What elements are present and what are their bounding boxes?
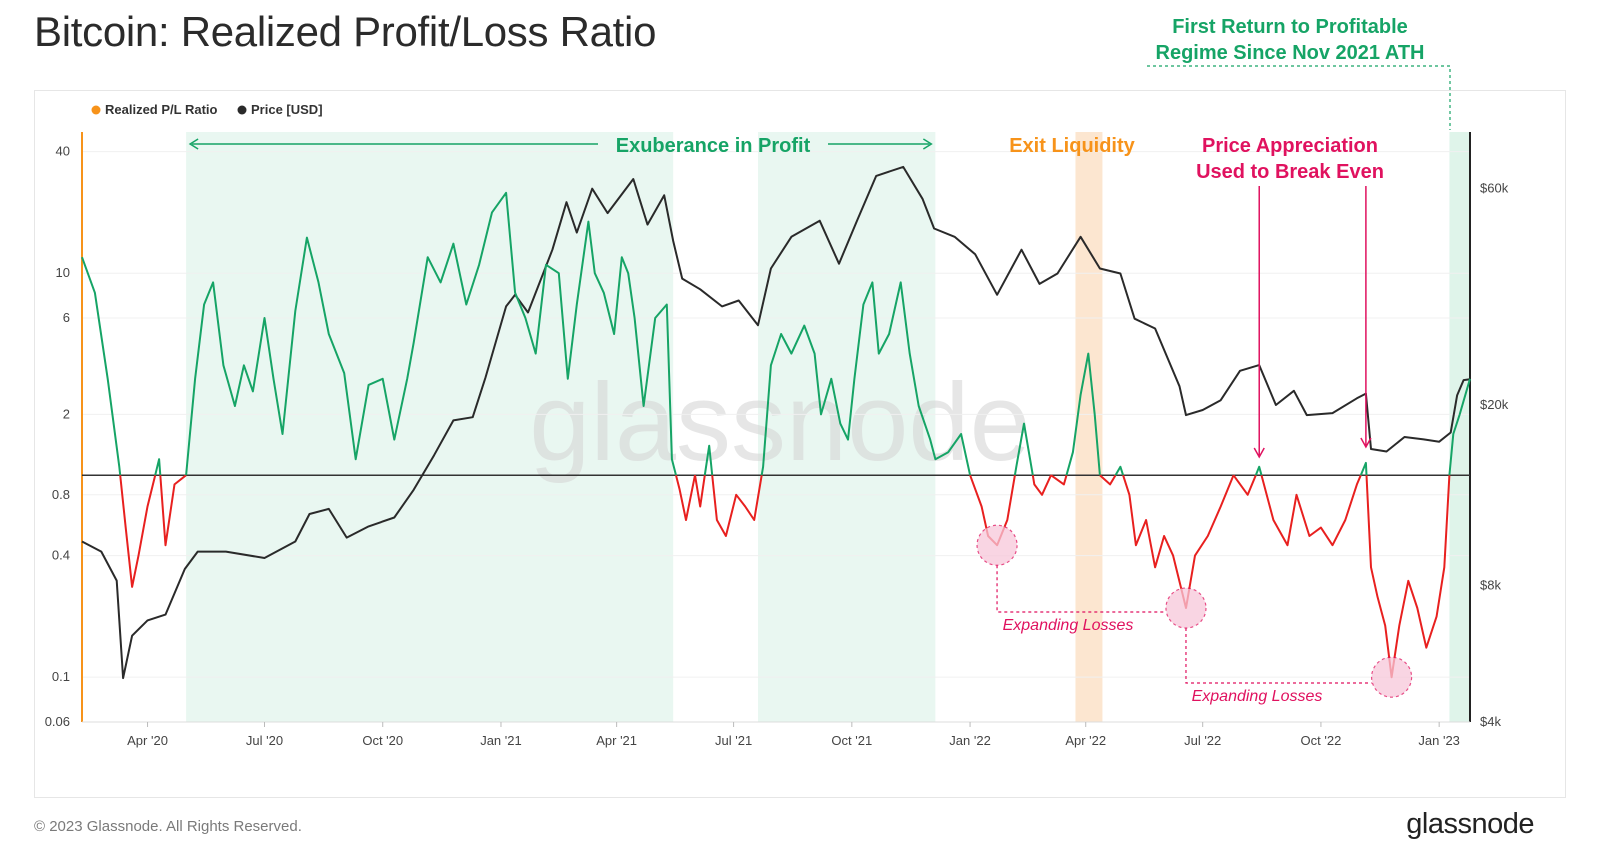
y-right-tick-label: $20k	[1480, 397, 1509, 412]
x-tick-label: Apr '22	[1065, 733, 1106, 748]
ratio-line-profit	[1448, 378, 1471, 476]
chart-frame	[34, 90, 1566, 798]
shade-exit-liquidity	[1075, 132, 1103, 722]
y-left-tick-label: 2	[63, 406, 70, 421]
y-left-tick-label: 10	[56, 265, 70, 280]
ratio-line-profit	[81, 256, 122, 476]
ratio-line-profit	[154, 458, 162, 476]
shade-exuberance-2	[758, 132, 936, 722]
legend-dot-1	[91, 105, 101, 115]
annotation-exit-liquidity: Exit Liquidity	[1009, 135, 1135, 157]
ratio-line-loss	[119, 474, 157, 588]
x-tick-label: Oct '20	[362, 733, 403, 748]
ratio-line-loss	[711, 475, 763, 537]
loss-circle-2	[1165, 587, 1207, 629]
ratio-line-loss	[1099, 474, 1117, 486]
x-tick-label: Jul '21	[715, 733, 752, 748]
ratio-line-profit	[1254, 465, 1263, 476]
ratio-line-loss	[1260, 474, 1362, 547]
x-tick-label: Apr '20	[127, 733, 168, 748]
loss-circle-1	[976, 524, 1018, 566]
y-right-tick-label: $4k	[1480, 714, 1501, 729]
x-tick-label: Jul '20	[246, 733, 283, 748]
ratio-line-profit	[1013, 422, 1034, 476]
ratio-line-loss	[694, 475, 706, 508]
legend-label-1: Realized P/L Ratio	[105, 102, 218, 117]
ratio-line-loss	[1232, 474, 1257, 496]
shade-return-profit	[1449, 132, 1470, 722]
x-tick-label: Oct '21	[831, 733, 872, 748]
ratio-line-loss	[1365, 475, 1451, 679]
price-line	[81, 165, 1471, 680]
y-right-tick-label: $60k	[1480, 181, 1509, 196]
first-return-connector	[1147, 65, 1451, 130]
x-tick-label: Jul '22	[1184, 733, 1221, 748]
shade-exuberance-1	[186, 132, 674, 722]
ratio-line-profit	[185, 191, 677, 476]
y-left-tick-label: 40	[56, 144, 70, 159]
ratio-line-profit	[1065, 352, 1101, 476]
y-left-tick-label: 0.06	[45, 714, 70, 729]
ratio-line-loss	[1122, 474, 1235, 609]
footer-logo: glassnode	[1406, 808, 1534, 840]
loss-circle-3	[1371, 656, 1413, 698]
break-even-arrow-1	[1253, 186, 1265, 459]
annotation-first-return-line1: First Return to Profitable	[1172, 16, 1408, 38]
y-left-tick-label: 6	[63, 310, 70, 325]
page-title: Bitcoin: Realized Profit/Loss Ratio	[34, 8, 657, 55]
footer-copyright: © 2023 Glassnode. All Rights Reserved.	[34, 818, 302, 835]
watermark: glassnode	[529, 361, 1031, 484]
x-tick-label: Jan '23	[1418, 733, 1460, 748]
annotation-expanding-losses-2: Expanding Losses	[1192, 688, 1323, 705]
x-tick-label: Jan '21	[480, 733, 522, 748]
x-tick-label: Jan '22	[949, 733, 991, 748]
ratio-line-loss	[675, 474, 696, 521]
annotation-expanding-losses-1: Expanding Losses	[1003, 617, 1134, 634]
exuberance-arrowhead-right	[922, 138, 933, 150]
ratio-line-loss	[1050, 474, 1068, 486]
ratio-line-profit	[703, 444, 714, 476]
y-left-tick-label: 0.4	[52, 548, 70, 563]
annotation-break-even-line1: Price Appreciation	[1202, 135, 1378, 157]
expanding-connector-2	[1185, 628, 1372, 684]
ratio-line-loss	[1031, 474, 1052, 496]
annotation-break-even-line2: Used to Break Even	[1196, 161, 1384, 183]
ratio-line-profit	[760, 281, 972, 476]
y-left-tick-label: 0.8	[52, 487, 70, 502]
y-right-tick-label: $8k	[1480, 577, 1501, 592]
legend-label-2: Price [USD]	[251, 102, 323, 117]
annotation-first-return-line2: Regime Since Nov 2021 ATH	[1156, 42, 1425, 64]
ratio-line-loss	[159, 474, 187, 547]
exuberance-arrowhead-left	[188, 138, 199, 150]
y-left-tick-label: 0.1	[52, 669, 70, 684]
break-even-arrow-2	[1360, 186, 1372, 449]
x-tick-label: Oct '22	[1301, 733, 1342, 748]
x-tick-label: Apr '21	[596, 733, 637, 748]
legend-dot-2	[237, 105, 247, 115]
ratio-line-profit	[1114, 465, 1125, 476]
ratio-line-profit	[1359, 461, 1368, 476]
annotation-exuberance: Exuberance in Profit	[616, 135, 811, 157]
